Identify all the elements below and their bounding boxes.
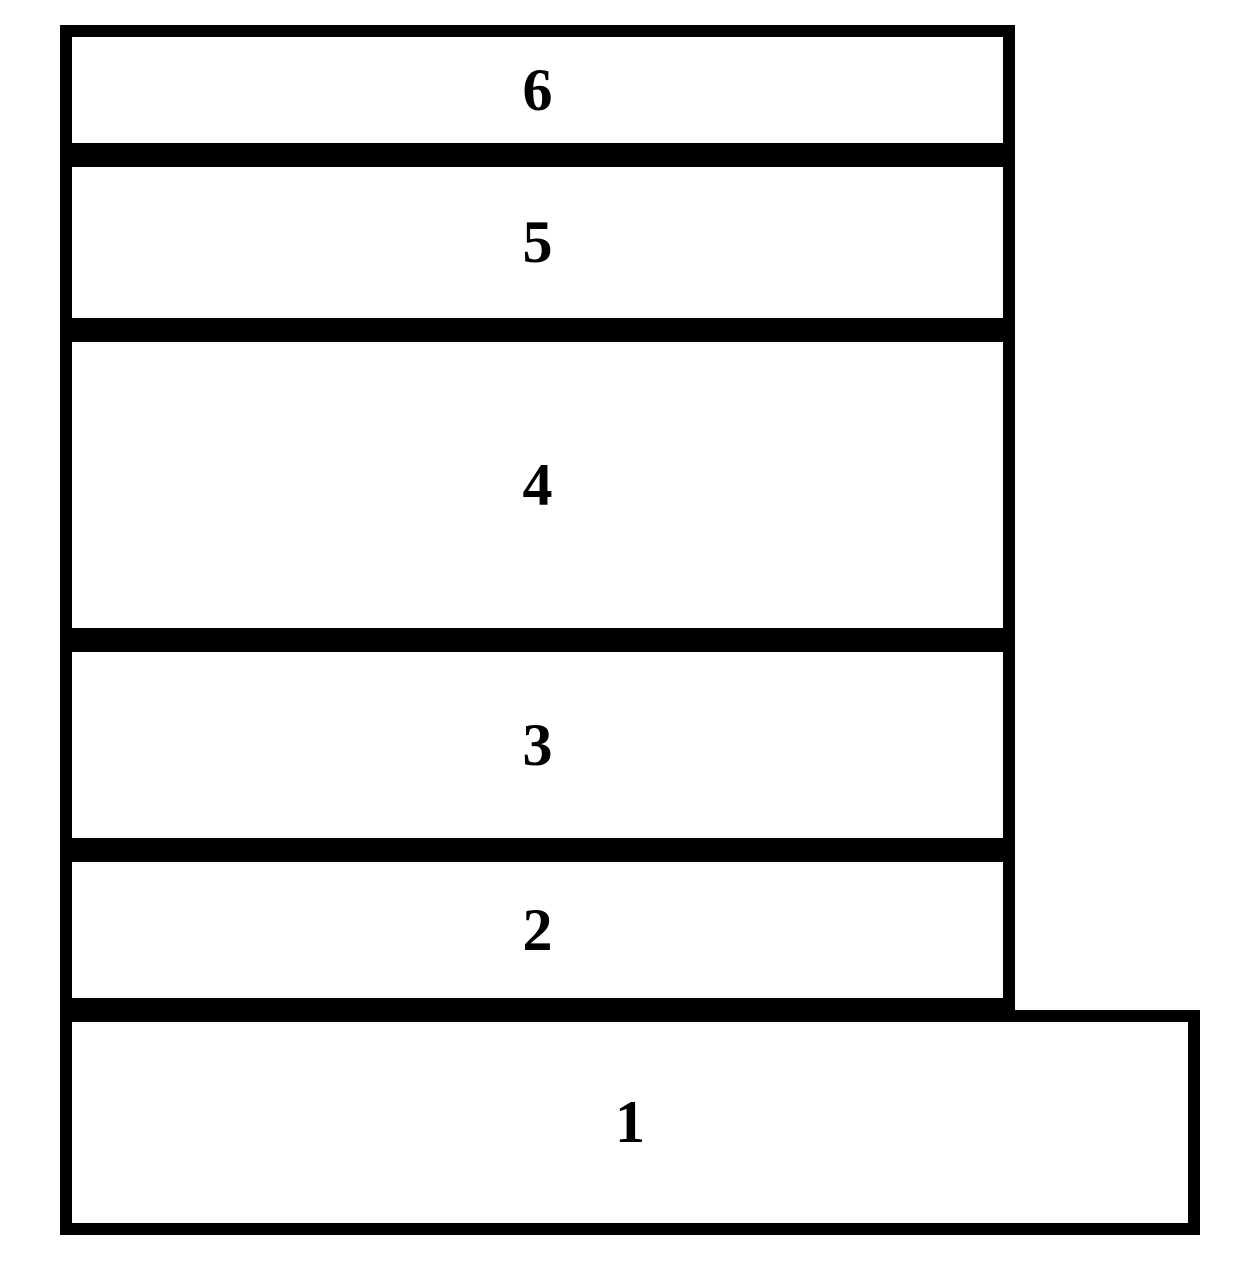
layer-label: 5 [523,208,553,277]
layer-stack-diagram: 6 5 4 3 2 1 [60,25,1200,1235]
layer-label: 2 [523,896,553,965]
layer-label: 3 [523,711,553,780]
layer-label: 4 [523,451,553,520]
layer-label: 6 [523,56,553,125]
layer-label: 1 [615,1088,645,1157]
layer-4: 4 [60,330,1015,640]
layer-1: 1 [60,1010,1200,1235]
layer-6: 6 [60,25,1015,155]
layer-2: 2 [60,850,1015,1010]
layer-3: 3 [60,640,1015,850]
layer-5: 5 [60,155,1015,330]
